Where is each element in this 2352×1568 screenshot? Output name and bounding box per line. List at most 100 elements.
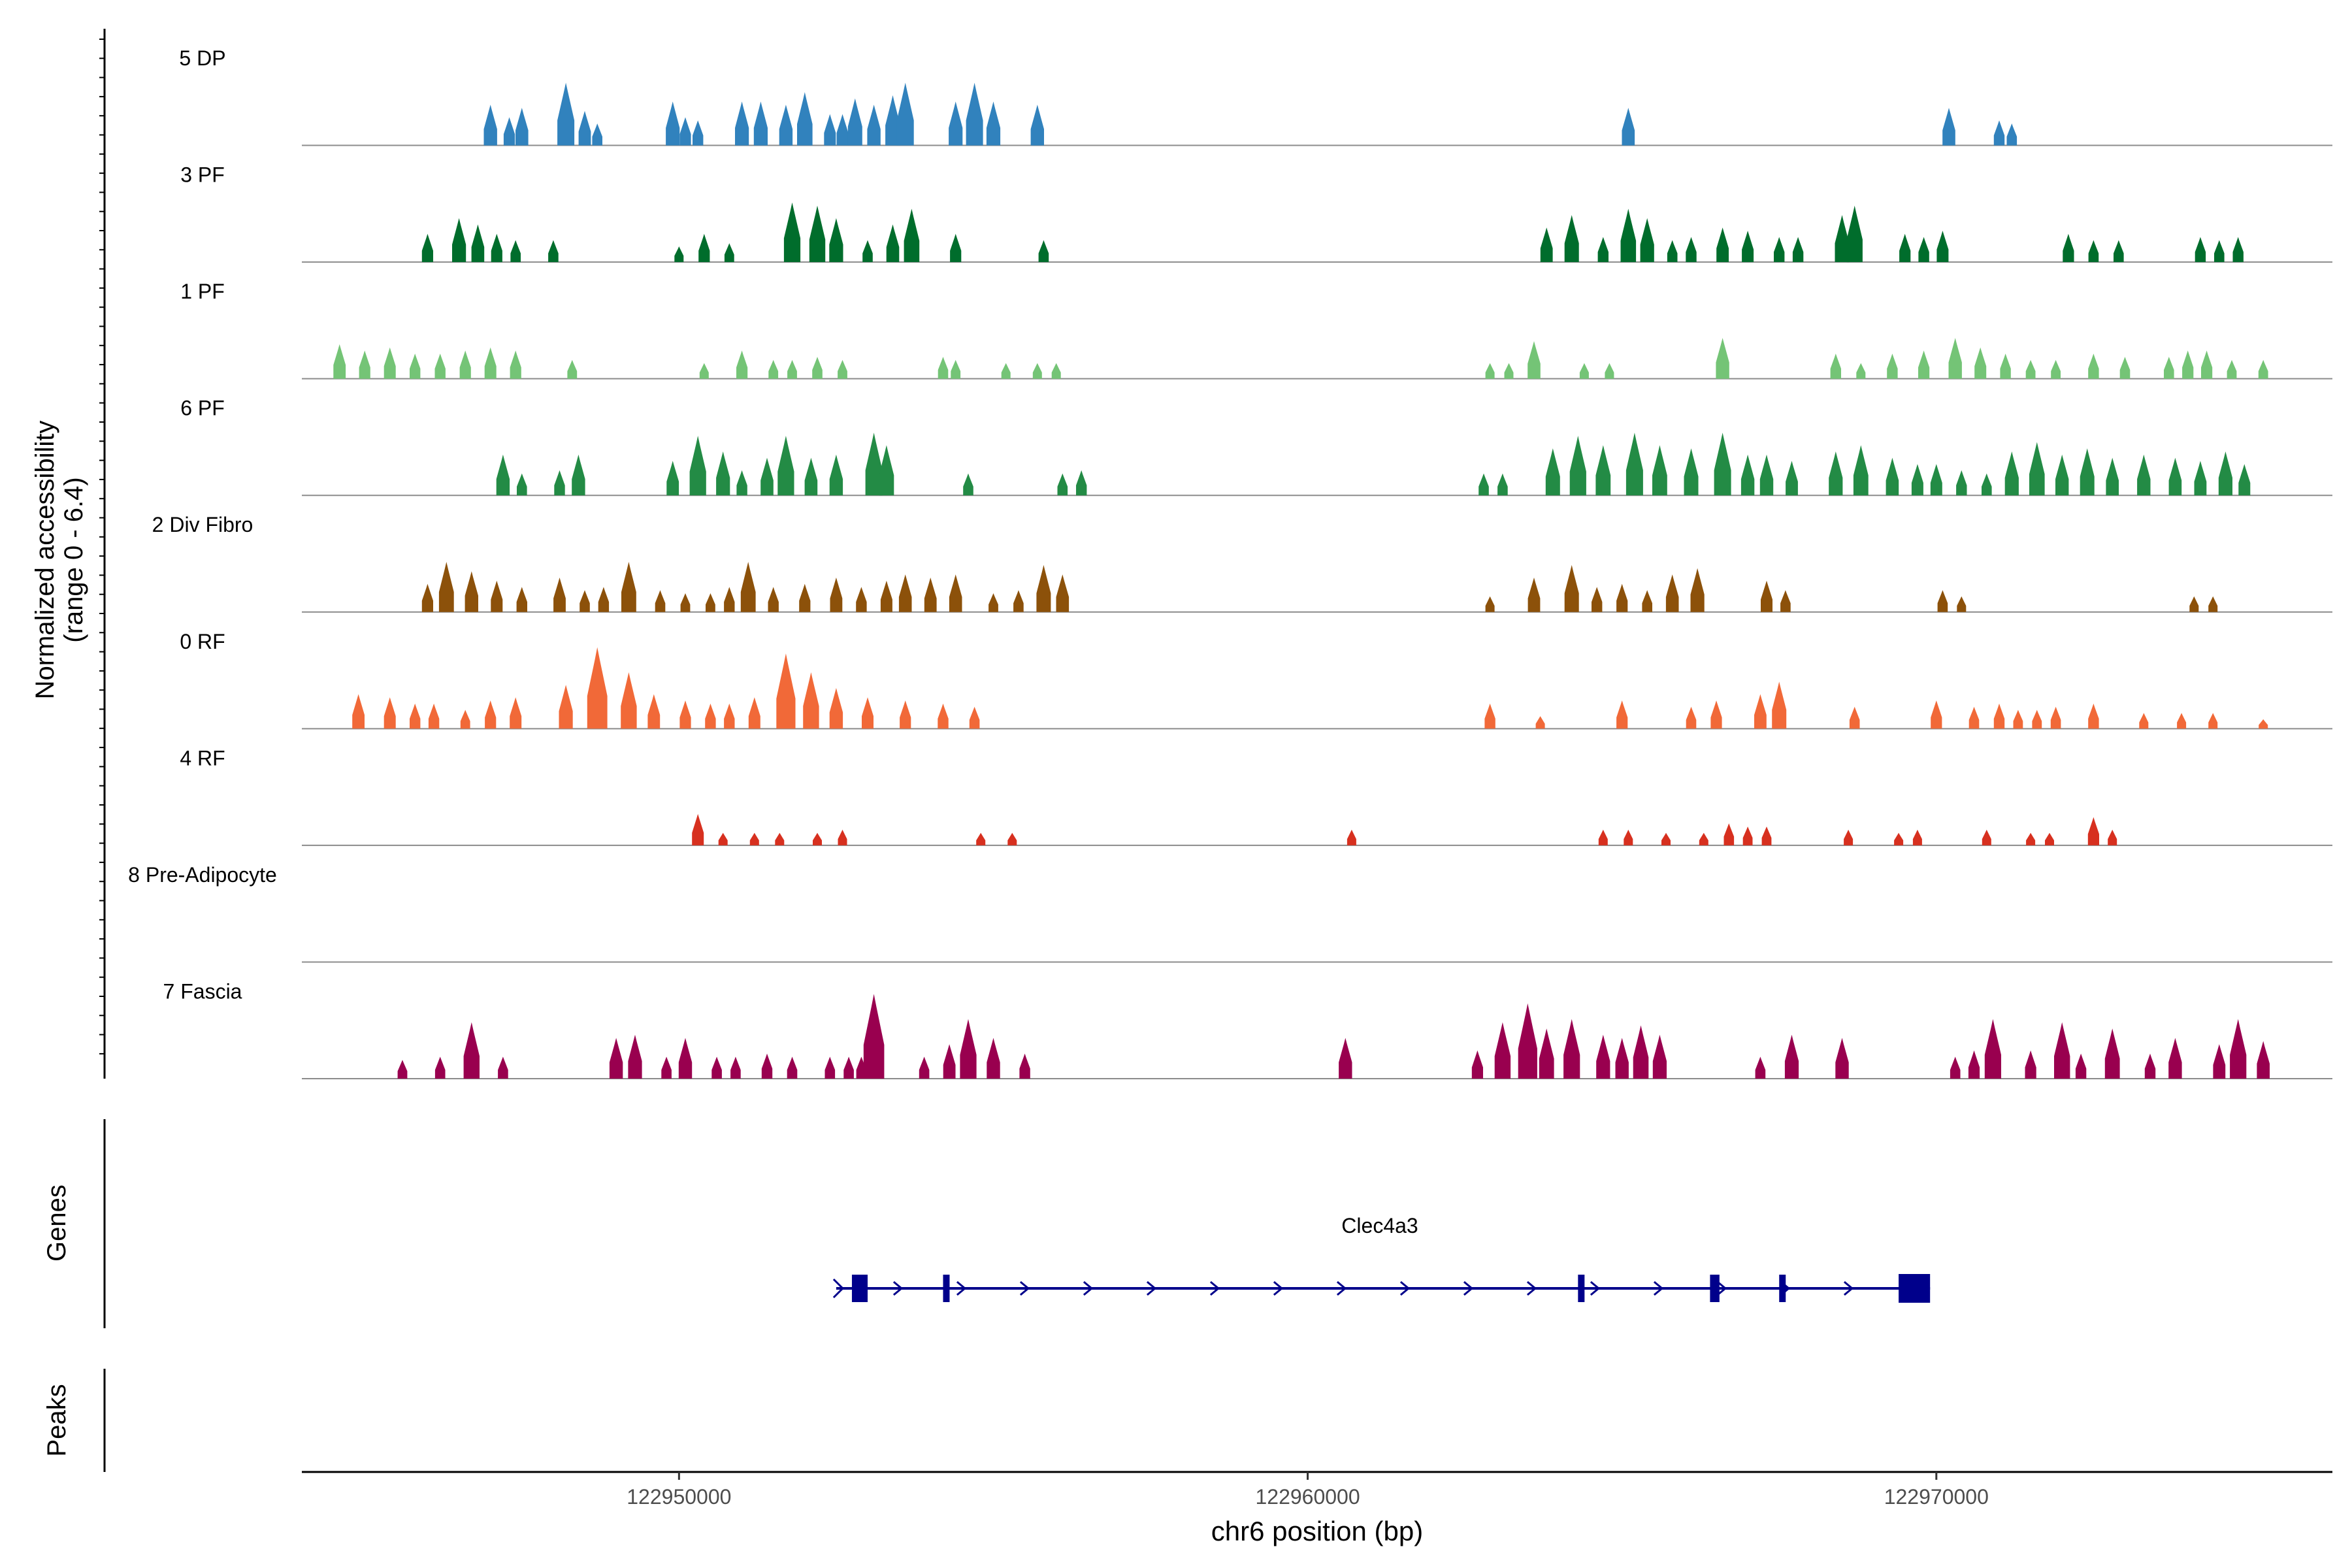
- coverage-peak: [825, 1056, 836, 1079]
- coverage-peak: [2194, 461, 2207, 496]
- coverage-peak: [2075, 1053, 2087, 1079]
- coverage-peak: [1598, 829, 1608, 845]
- coverage-peak: [1931, 700, 1942, 729]
- x-axis-label: chr6 position (bp): [1211, 1516, 1424, 1546]
- coverage-peak: [1527, 578, 1541, 612]
- coverage-peak: [1038, 240, 1049, 263]
- coverage-peak: [1686, 237, 1697, 263]
- coverage-peak: [2006, 123, 2017, 146]
- coverage-peak: [1615, 1037, 1629, 1079]
- track-label: 7 Fascia: [163, 979, 242, 1003]
- coverage-peak: [1347, 829, 1356, 845]
- coverage-peak: [1723, 823, 1735, 845]
- track-label: 8 Pre-Adipocyte: [128, 863, 277, 887]
- coverage-peak: [1056, 574, 1070, 612]
- coverage-peak: [1625, 433, 1643, 496]
- coverage-peak: [410, 353, 421, 379]
- coverage-peak: [1918, 237, 1929, 263]
- track-label: 5 DP: [179, 46, 225, 70]
- coverage-peak: [2029, 442, 2045, 496]
- y-axis: [99, 29, 106, 1079]
- coverage-peak: [2257, 1041, 2270, 1079]
- coverage-peak: [1786, 461, 1798, 496]
- coverage-peak: [434, 353, 446, 379]
- coverage-peak: [2182, 350, 2194, 379]
- coverage-peak: [863, 994, 885, 1079]
- coverage-peak: [1667, 240, 1678, 263]
- coverage-peak: [1716, 227, 1729, 263]
- coverage-peak: [847, 98, 862, 146]
- coverage-peak: [2208, 596, 2218, 612]
- coverage-peak: [976, 832, 986, 845]
- coverage-peak: [384, 347, 396, 379]
- strand-arrow: [1716, 1281, 1727, 1296]
- coverage-peak: [352, 694, 365, 729]
- coverage-peak: [2050, 706, 2061, 729]
- exon: [1710, 1275, 1720, 1302]
- coverage-peak: [1076, 470, 1087, 496]
- track-6: 4 RF: [180, 746, 2332, 846]
- coverage-peak: [799, 583, 811, 612]
- coverage-peak: [2218, 451, 2232, 496]
- coverage-peak: [459, 350, 471, 379]
- coverage-peak: [698, 233, 710, 263]
- coverage-peak: [1484, 703, 1495, 729]
- coverage-peak: [2032, 710, 2042, 729]
- coverage-peak: [1616, 583, 1628, 612]
- coverage-peak: [1761, 826, 1772, 845]
- coverage-peak: [1001, 363, 1011, 379]
- coverage-peak: [572, 454, 585, 496]
- track-8: 7 Fascia: [163, 979, 2332, 1079]
- track-5: 0 RF: [180, 630, 2332, 730]
- coverage-peak: [1835, 215, 1850, 263]
- coverage-peak: [1036, 564, 1051, 612]
- coverage-peak: [2088, 703, 2099, 729]
- genes-panel-label: Genes: [42, 1184, 71, 1262]
- coverage-peak: [2230, 1019, 2247, 1079]
- coverage-peak: [880, 580, 892, 612]
- coverage-peak: [1032, 363, 1042, 379]
- coverage-peak: [1784, 1034, 1799, 1079]
- coverage-peak: [1622, 108, 1635, 146]
- coverage-peak: [428, 703, 440, 729]
- coverage-peak: [829, 454, 843, 496]
- coverage-peak: [1984, 1019, 2001, 1079]
- coverage-peak: [679, 700, 691, 729]
- coverage-peak: [2258, 359, 2268, 379]
- coverage-peak: [824, 114, 836, 146]
- coverage-peak: [1494, 1022, 1511, 1079]
- coverage-peak: [779, 105, 793, 146]
- coverage-peak: [1545, 448, 1560, 496]
- coverage-peak: [647, 694, 661, 729]
- coverage-peak: [548, 240, 559, 263]
- coverage-peak: [1597, 237, 1609, 263]
- coverage-peak: [680, 593, 691, 612]
- coverage-peak: [2227, 359, 2237, 379]
- coverage-peak: [2168, 1037, 2182, 1079]
- gene-start-marker: [832, 1278, 845, 1299]
- coverage-peak: [421, 233, 433, 263]
- strand-arrow: [1273, 1281, 1284, 1296]
- coverage-peak: [1950, 1056, 1961, 1079]
- coverage-peak: [736, 350, 748, 379]
- coverage-peak: [775, 832, 785, 845]
- coverage-peak: [1592, 587, 1603, 612]
- coverage-peak: [2119, 357, 2131, 379]
- coverage-peak: [2013, 710, 2023, 729]
- coverage-peak: [896, 82, 914, 146]
- coverage-peak: [1652, 1034, 1667, 1079]
- strand-arrow: [1209, 1281, 1220, 1296]
- coverage-peak: [434, 1056, 446, 1079]
- coverage-peak: [692, 813, 704, 845]
- coverage-peak: [1856, 363, 1866, 379]
- coverage-peak: [1937, 590, 1948, 612]
- coverage-peak: [1740, 454, 1755, 496]
- coverage-peak: [1633, 1025, 1649, 1079]
- track-label: 6 PF: [180, 397, 225, 420]
- coverage-peak: [655, 590, 666, 612]
- y-axis-label: Normalized accessibility: [31, 421, 59, 700]
- coverage-peak: [1948, 338, 1962, 379]
- coverage-peak: [1830, 353, 1841, 379]
- coverage-peak: [1661, 832, 1671, 845]
- coverage-peak: [777, 436, 794, 496]
